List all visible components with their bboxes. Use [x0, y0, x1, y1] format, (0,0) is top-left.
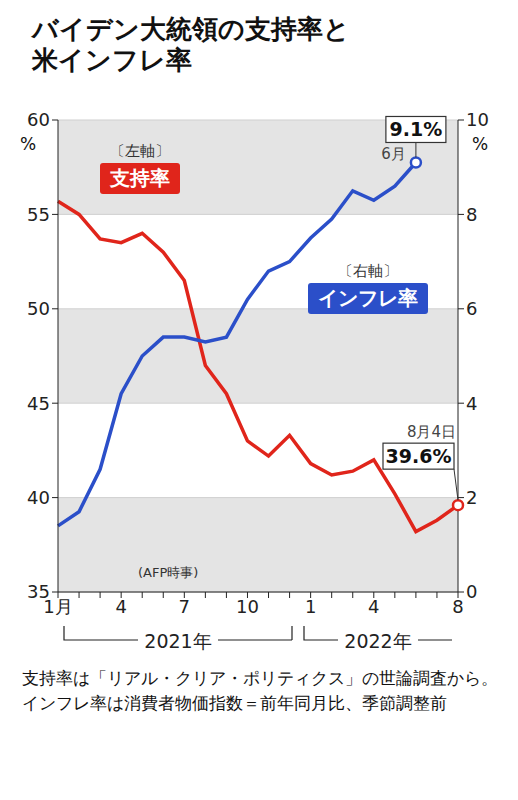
svg-text:4: 4 — [466, 393, 477, 414]
svg-text:1月: 1月 — [43, 596, 73, 618]
html-text:支持率: 支持率 — [110, 166, 170, 191]
svg-text:7: 7 — [179, 596, 190, 617]
svg-text:8: 8 — [452, 596, 463, 617]
svg-text:2021年: 2021年 — [144, 630, 211, 652]
svg-text:2022年: 2022年 — [344, 630, 411, 652]
html-text:(AFP時事): (AFP時事) — [138, 565, 199, 581]
svg-text:60: 60 — [27, 110, 50, 131]
svg-text:50: 50 — [27, 299, 50, 320]
svg-text:1: 1 — [305, 596, 316, 617]
svg-text:35: 35 — [27, 582, 50, 603]
svg-text:9.1%: 9.1% — [390, 119, 443, 141]
svg-text:4: 4 — [115, 596, 126, 617]
html-text:インフレ率: インフレ率 — [318, 286, 418, 311]
svg-text:45: 45 — [27, 393, 50, 414]
svg-text:2: 2 — [466, 487, 477, 508]
svg-text:10: 10 — [466, 110, 489, 131]
html-text:支持率は「リアル・クリア・ポリティクス」の世論調査から。イン: 支持率は「リアル・クリア・ポリティクス」の世論調査から。インフレ率は消費者物価指… — [22, 668, 498, 713]
html-text:〔左軸〕: 〔左軸〕 — [110, 142, 170, 161]
svg-text:40: 40 — [27, 487, 50, 508]
svg-text:0: 0 — [466, 582, 477, 603]
svg-text:8月4日: 8月4日 — [407, 424, 456, 442]
html-text:バイデン大統領の支持率と 米インフレ率: バイデン大統領の支持率と 米インフレ率 — [32, 14, 350, 76]
svg-text:6: 6 — [466, 299, 477, 320]
svg-text:39.6%: 39.6% — [386, 446, 452, 468]
svg-text:4: 4 — [368, 596, 379, 617]
svg-text:10: 10 — [236, 596, 259, 617]
html-text:〔右軸〕: 〔右軸〕 — [338, 262, 398, 281]
svg-text:8: 8 — [466, 204, 477, 225]
svg-text:6月: 6月 — [381, 146, 406, 164]
svg-text:55: 55 — [27, 204, 50, 225]
